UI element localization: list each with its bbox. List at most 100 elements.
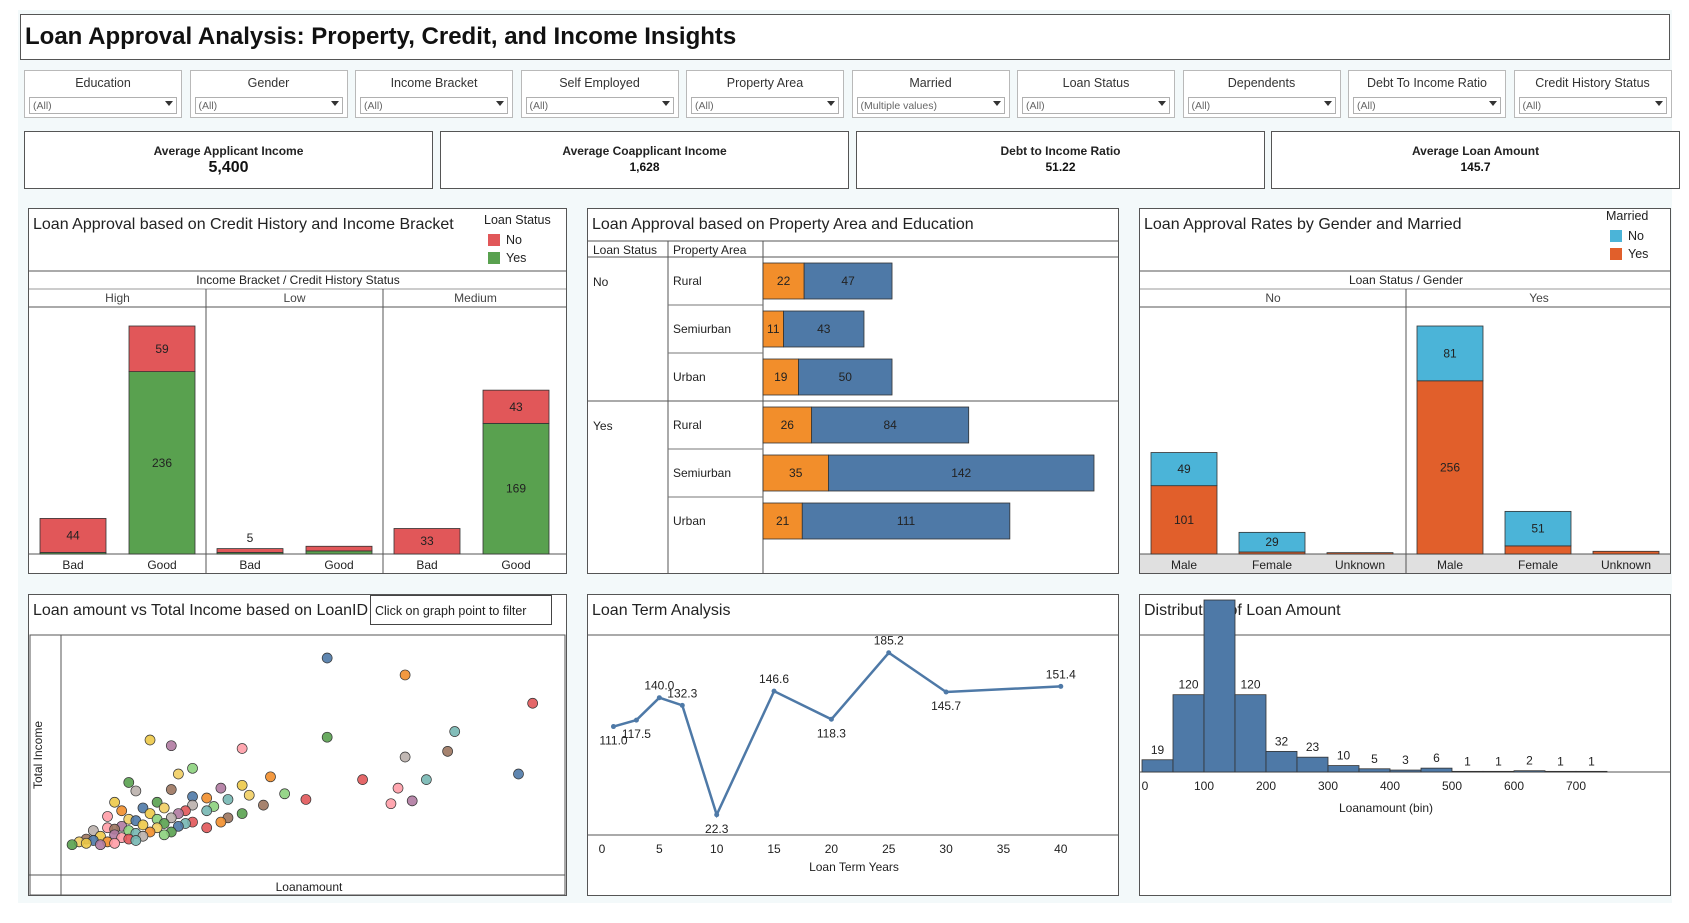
gender-married-chart[interactable]: Loan Status / Gender No Yes Male 49 101 Female… [1140, 209, 1671, 574]
line-point [714, 812, 720, 818]
data-label: 19 [774, 370, 788, 384]
bar-blue [798, 358, 893, 396]
group-label: Medium [454, 291, 497, 305]
bar-married-yes [1592, 550, 1660, 555]
scatter-point [527, 697, 539, 709]
x-tick-label: 600 [1504, 779, 1524, 793]
legend-swatch [488, 234, 500, 246]
chevron-down-icon[interactable] [330, 101, 339, 106]
distribution-chart[interactable]: 1912026712032231053611211010020030040050… [1140, 595, 1671, 896]
chevron-down-icon[interactable] [992, 101, 1001, 106]
legend-swatch [488, 252, 500, 264]
filter-debt-to-income-ratio: Debt To Income Ratio (All) [1348, 70, 1506, 118]
bar-blue [801, 502, 1011, 540]
chevron-down-icon[interactable] [661, 101, 670, 106]
histogram-bar [1575, 770, 1608, 773]
data-label: 22.3 [705, 822, 729, 836]
row-label: Rural [673, 274, 702, 288]
data-label: 118.3 [817, 726, 846, 740]
filter-tip-box: Click on graph point to filter [370, 595, 552, 625]
category-label: Bad [62, 558, 83, 572]
bar-orange [762, 454, 829, 492]
scatter-point [236, 743, 248, 754]
category-label: Male [1171, 558, 1197, 572]
chevron-down-icon[interactable] [1654, 101, 1663, 106]
filter-dropdown[interactable]: (All) [194, 97, 343, 114]
filter-income-bracket: Income Bracket (All) [355, 70, 513, 118]
legend-item-no[interactable]: No [484, 231, 551, 249]
legend-label: Yes [1628, 247, 1649, 261]
chevron-down-icon[interactable] [496, 101, 504, 106]
histogram-bar [1327, 765, 1360, 773]
scatter-point [399, 751, 411, 763]
filter-label: Property Area [726, 76, 804, 90]
scatter-point [201, 792, 213, 804]
x-tick-label: 20 [825, 842, 839, 856]
chevron-down-icon[interactable] [827, 101, 835, 106]
filter-dropdown[interactable]: (All) [1187, 97, 1336, 114]
column-header: Loan Status [593, 243, 657, 257]
chevron-down-icon[interactable] [1323, 101, 1332, 106]
filter-dropdown[interactable]: (All) [360, 97, 508, 114]
chevron-down-icon[interactable] [1158, 101, 1166, 106]
property-education-chart[interactable]: Loan Status Property Area No Rural 22 47 Semiu… [588, 209, 1119, 574]
data-label: 3 [1402, 753, 1409, 767]
data-label: 120 [1178, 678, 1198, 692]
filter-label: Credit History Status [1535, 76, 1650, 90]
data-label: 1 [1557, 754, 1564, 768]
filter-value: (All) [1191, 100, 1211, 112]
bar-no [216, 548, 284, 553]
scatter-point [80, 837, 92, 849]
scatter-point [357, 774, 368, 785]
x-axis-label: Loanamount (bin) [1339, 801, 1433, 815]
filter-value: (All) [33, 100, 52, 112]
bar-no [128, 325, 196, 372]
column-header: Income Bracket / Credit History Status [196, 273, 399, 287]
legend-item-yes[interactable]: Yes [484, 249, 551, 267]
scatter-point [144, 734, 156, 746]
filter-dropdown[interactable]: (All) [525, 97, 674, 114]
chevron-down-icon[interactable] [1489, 101, 1497, 106]
line-point [679, 702, 685, 708]
x-tick-label: 30 [939, 842, 953, 856]
gender-married-title: Loan Approval Rates by Gender and Marrie… [1144, 216, 1462, 233]
filter-dropdown[interactable]: (All) [1518, 97, 1667, 114]
legend-item-no[interactable]: No [1606, 227, 1648, 245]
line-point [943, 689, 949, 695]
data-label: 81 [1443, 346, 1457, 360]
filter-dropdown[interactable]: (All) [29, 97, 177, 114]
filter-dropdown[interactable]: (All) [691, 97, 839, 114]
loan-term-chart[interactable]: 0 5 10 15 20 25 30 35 40 Loan Term Years 111.0117.… [588, 595, 1119, 896]
scatter-point [165, 784, 177, 795]
data-label: 22 [777, 274, 791, 288]
chevron-down-icon[interactable] [165, 101, 173, 106]
data-label: 1 [1495, 754, 1502, 768]
scatter-point [116, 805, 128, 817]
filter-dropdown[interactable]: (Multiple values) [856, 97, 1005, 114]
bar-no [39, 518, 107, 553]
filter-label: Income Bracket [390, 76, 478, 90]
row-label: Urban [673, 514, 706, 528]
bar-married-yes [1326, 552, 1394, 555]
x-tick-label: 0 [1142, 779, 1149, 793]
filter-value: (All) [695, 100, 714, 112]
histogram-bar [1420, 767, 1453, 773]
x-axis-label: Loan Term Years [809, 860, 899, 874]
filter-dropdown[interactable]: (All) [1353, 97, 1501, 114]
category-label: Female [1252, 558, 1292, 572]
bar-no [305, 545, 373, 552]
filter-label: Self Employed [559, 76, 640, 90]
distribution-panel: Distribution of Loan Amount 191202671203… [1139, 594, 1671, 896]
scatter-title: Loan amount vs Total Income based on Loa… [33, 602, 369, 619]
axis-band [1140, 554, 1670, 573]
data-label: 142 [951, 466, 971, 480]
scatter-point [385, 798, 397, 810]
scatter-chart[interactable]: Loanamount Total Income [29, 595, 567, 896]
legend-item-yes[interactable]: Yes [1606, 245, 1648, 263]
scatter-point [130, 785, 142, 797]
x-tick-label: 10 [710, 842, 724, 856]
category-label: Unknown [1601, 558, 1651, 572]
filter-dropdown[interactable]: (All) [1022, 97, 1170, 114]
data-label: 236 [152, 456, 172, 470]
credit-income-chart[interactable]: Income Bracket / Credit History Status Hi… [29, 209, 567, 574]
